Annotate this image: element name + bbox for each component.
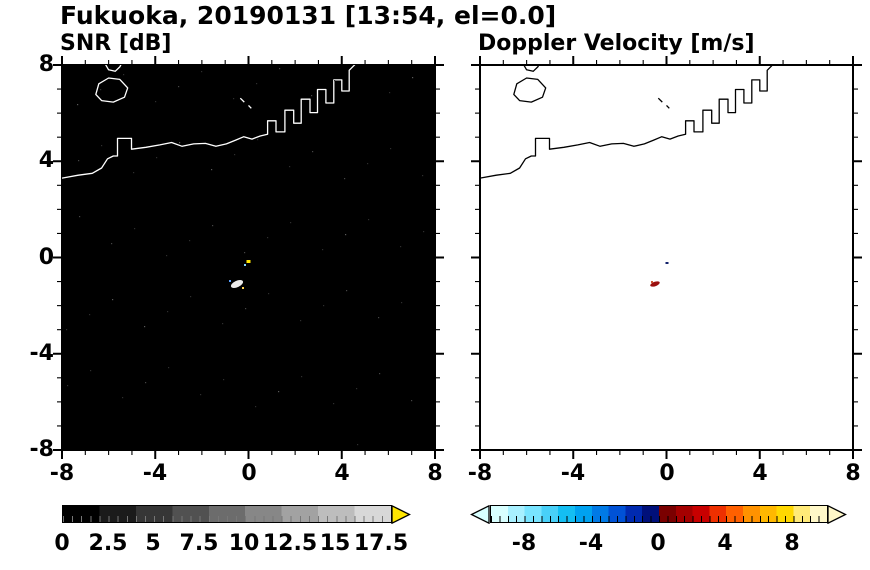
snr-cbar-label: 5 xyxy=(145,531,161,556)
snr-colorbar xyxy=(62,505,392,523)
velocity-echo xyxy=(650,262,669,287)
snr-cbar-label: 17.5 xyxy=(353,531,409,556)
figure-title: Fukuoka, 20190131 [13:54, el=0.0] xyxy=(60,1,557,30)
snr-cbar-label: 7.5 xyxy=(179,531,219,556)
coastline-path xyxy=(480,65,774,179)
snr-over-arrow-shape xyxy=(391,505,411,524)
coastline-path xyxy=(523,65,540,72)
axis-ticks xyxy=(53,56,444,459)
xtick-label: 4 xyxy=(752,461,768,486)
velocity-colorbar-ticks xyxy=(491,516,827,522)
coastline xyxy=(480,65,774,179)
xtick-label: 4 xyxy=(334,461,350,486)
coastline xyxy=(62,65,356,179)
xtick-label: -4 xyxy=(142,461,168,486)
ytick-label: 4 xyxy=(38,148,54,173)
snr-colorbar-ticks xyxy=(63,516,391,522)
snr-cbar-label: 12.5 xyxy=(262,531,318,556)
coastline-path xyxy=(105,65,122,72)
snr-cbar-label: 0 xyxy=(54,531,70,556)
coastline-path xyxy=(62,65,356,179)
snr-cbar-label: 2.5 xyxy=(88,531,128,556)
coastline-path xyxy=(657,97,663,103)
xtick-label: -8 xyxy=(49,461,75,486)
ytick-label: 0 xyxy=(38,245,54,270)
axis-ticks xyxy=(471,56,862,459)
coastline-path xyxy=(95,77,129,103)
xtick-label: -8 xyxy=(467,461,493,486)
panel-title-snr: SNR [dB] xyxy=(60,31,172,56)
xtick-label: -4 xyxy=(560,461,586,486)
xtick-label: 8 xyxy=(427,461,443,486)
velocity-colorbar xyxy=(490,505,828,523)
velocity-over-arrow-shape xyxy=(827,505,847,524)
snr-over-arrow xyxy=(391,505,411,524)
snr-plot xyxy=(53,56,444,459)
ytick-label: -8 xyxy=(29,437,54,462)
noise-speckle xyxy=(66,68,425,446)
velocity-over-arrow xyxy=(827,505,847,524)
velocity-cbar-label: 8 xyxy=(784,531,800,556)
velocity-plot xyxy=(471,56,862,459)
plot-area xyxy=(479,64,854,451)
panel-title-velocity: Doppler Velocity [m/s] xyxy=(478,31,755,56)
velocity-cbar-label: 4 xyxy=(717,531,733,556)
snr-cbar-label: 15 xyxy=(319,531,351,556)
snr-cbar-label: 10 xyxy=(228,531,260,556)
velocity-cbar-label: -4 xyxy=(578,531,604,556)
ytick-label: 8 xyxy=(38,52,54,77)
xtick-label: 8 xyxy=(845,461,861,486)
plot-area xyxy=(61,64,436,451)
coastline-path xyxy=(513,77,547,103)
velocity-under-arrow xyxy=(470,505,490,524)
coastline-path xyxy=(248,104,252,109)
velocity-cbar-label: 0 xyxy=(650,531,666,556)
velocity-under-arrow-shape xyxy=(470,505,490,524)
ytick-label: -4 xyxy=(29,341,54,366)
xtick-label: 0 xyxy=(241,461,257,486)
snr-echo xyxy=(229,260,251,289)
coastline-path xyxy=(239,97,245,103)
xtick-label: 0 xyxy=(659,461,675,486)
velocity-cbar-label: -8 xyxy=(511,531,537,556)
coastline-path xyxy=(666,104,670,109)
